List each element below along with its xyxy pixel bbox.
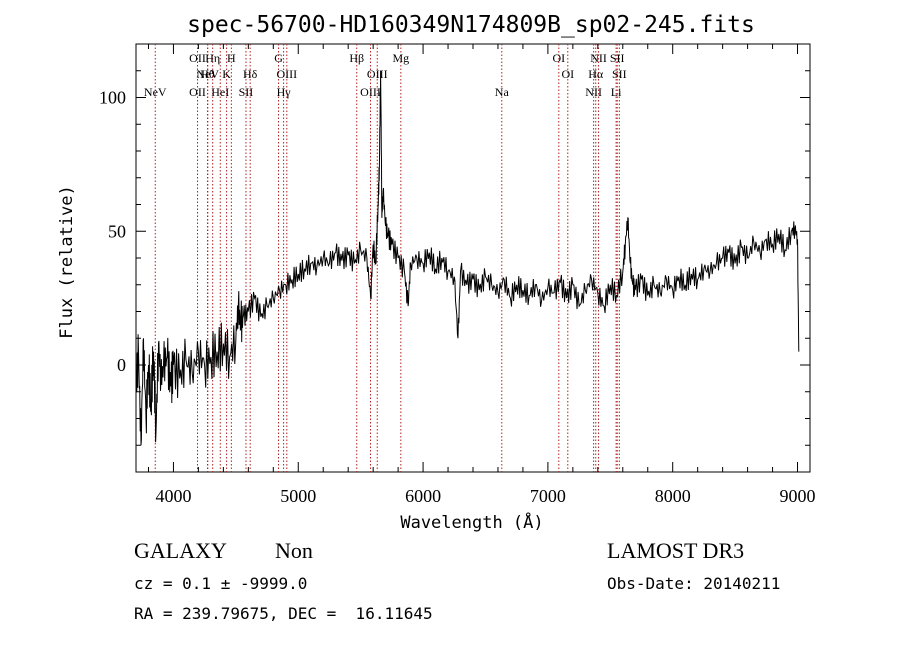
line-marker-label: SII xyxy=(610,51,625,65)
line-marker-label: OI xyxy=(552,51,565,65)
x-tick-label: 4000 xyxy=(155,486,191,506)
line-marker-label: H xyxy=(227,51,236,65)
line-marker-label: SII xyxy=(612,67,627,81)
obs-date: Obs-Date: 20140211 xyxy=(607,574,781,593)
axis-ticks: 4000 5000 6000 7000 8000 9000 0 50 100 xyxy=(99,43,816,506)
line-marker-label: NeV xyxy=(196,67,219,81)
x-tick-label: 7000 xyxy=(530,486,566,506)
chart-title: spec-56700-HD160349N174809B_sp02-245.fit… xyxy=(187,12,755,38)
line-marker-label: HeI xyxy=(211,85,229,99)
plot-frame xyxy=(135,43,811,473)
spectrum-line xyxy=(135,70,800,446)
line-marker-label: Hβ xyxy=(349,51,364,65)
x-tick-label: 8000 xyxy=(655,486,691,506)
line-marker-label: NII xyxy=(585,85,602,99)
line-marker-label: OII xyxy=(189,51,206,65)
line-marker-label: NII xyxy=(590,51,607,65)
line-marker-label: Hθ xyxy=(200,67,215,81)
object-subclass: Non xyxy=(275,538,313,563)
line-marker-label: Mg xyxy=(393,51,410,65)
y-tick-label: 50 xyxy=(108,221,126,241)
line-marker-label: Li xyxy=(611,85,622,99)
object-class: GALAXY xyxy=(134,538,227,563)
line-marker-label: OI xyxy=(561,67,574,81)
line-marker-label: G xyxy=(274,51,283,65)
survey-name: LAMOST DR3 xyxy=(607,538,745,563)
line-marker-label: OIII xyxy=(360,85,381,99)
line-marker-label: Hδ xyxy=(243,67,258,81)
x-tick-label: 5000 xyxy=(280,486,316,506)
radec-text: RA = 239.79675, DEC = 16.11645 xyxy=(134,604,433,623)
line-marker-label: NeV xyxy=(144,85,167,99)
line-marker-label: OII xyxy=(189,85,206,99)
y-tick-label: 100 xyxy=(99,88,126,108)
line-marker-label: K xyxy=(222,67,231,81)
line-marker-label: Hα xyxy=(588,67,604,81)
redshift-text: cz = 0.1 ± -9999.0 xyxy=(134,574,308,593)
line-marker-label: Hη xyxy=(205,51,220,65)
line-marker-label: Na xyxy=(495,85,510,99)
line-marker-label: Hγ xyxy=(277,85,292,99)
line-marker-label: OIII xyxy=(367,67,388,81)
y-axis-label: Flux (relative) xyxy=(57,185,77,339)
x-axis-label: Wavelength (Å) xyxy=(400,511,543,533)
x-tick-label: 6000 xyxy=(405,486,441,506)
x-tick-label: 9000 xyxy=(780,486,816,506)
emission-line-markers xyxy=(154,44,620,472)
line-marker-label: OIII xyxy=(276,67,297,81)
line-marker-label: SII xyxy=(239,85,254,99)
y-tick-label: 0 xyxy=(117,355,126,375)
